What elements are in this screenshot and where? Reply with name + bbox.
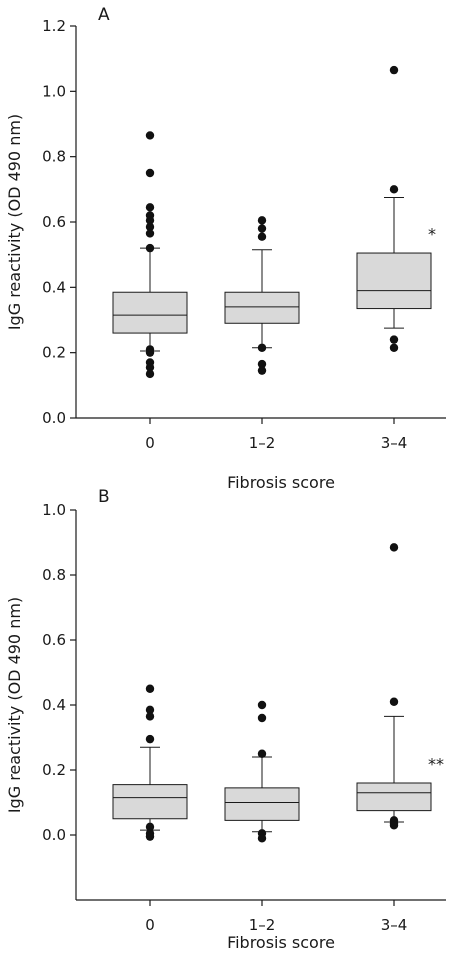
panel-a-y-tick-label: 0.0 [42,409,66,427]
outlier-point [145,243,155,253]
panel-a-y-tick-label: 0.4 [42,278,66,296]
outlier-point [145,684,155,693]
panel-b-box-1 [224,700,300,843]
panel-b-y-tick-label: 0.6 [42,631,66,649]
outlier-point [389,185,399,194]
panel-a-y-tick-label: 0.2 [42,344,66,362]
panel-a-x-tick-label: 3–4 [381,434,408,452]
panel-b-y-tick-label: 0.0 [42,826,66,844]
panel-b-y-axis-title: IgG reactivity (OD 490 nm) [5,597,24,813]
panel-b-x-tick-label: 3–4 [381,916,408,934]
panel-b-y-tick-label: 1.0 [42,501,66,519]
panel-b-box-2 [356,543,432,830]
panel-b-significance-marker: ** [428,755,444,774]
iqr-box [356,782,432,812]
panel-a-chart: 0.0 0.2 0.4 0.6 0.8 1.0 1.2 0 1–2 3–4 Fibrosis sco… [5,5,446,492]
outlier-point [257,713,267,723]
panel-a-box-0 [112,131,188,379]
outlier-point [145,705,155,715]
outlier-point [145,822,155,832]
outlier-point [257,224,267,233]
panel-a-y-tick-label: 0.6 [42,213,66,231]
outlier-point [145,369,155,379]
panel-b-y-tick-label: 0.8 [42,566,66,584]
outlier-point [389,821,399,830]
panel-a-letter: A [98,5,110,25]
outlier-point [257,216,267,225]
panel-b-chart: 0.0 0.2 0.4 0.6 0.8 1.0 0 1–2 3–4 Fibrosis score I… [5,487,446,952]
panel-b-x-axis-title: Fibrosis score [227,933,335,952]
outlier-point [145,131,155,140]
panel-a-x-axis-title: Fibrosis score [227,473,335,492]
panel-a-x-tick-label: 0 [145,434,155,452]
panel-a-y-tick-label: 1.2 [42,17,66,35]
outlier-point [257,366,267,375]
outlier-point [257,232,267,241]
panel-b-letter: B [98,487,110,507]
panel-b-y-tick-label: 0.2 [42,761,66,779]
outlier-point [145,734,155,744]
outlier-point [145,168,155,178]
outlier-point [145,216,155,225]
panel-b-y-tick-label: 0.4 [42,696,66,714]
panel-a-y-axis-title: IgG reactivity (OD 490 nm) [5,114,24,330]
iqr-box [356,252,432,310]
outlier-point [145,832,155,841]
panel-a-x-tick-label: 1–2 [249,434,276,452]
outlier-point [389,697,399,706]
panel-a-y-tick-label: 1.0 [42,82,66,100]
iqr-box [224,291,300,324]
panel-b-x-tick-label: 1–2 [249,916,276,934]
outlier-point [145,712,155,721]
iqr-box [112,784,188,820]
outlier-point [145,229,155,238]
outlier-point [389,335,399,344]
outlier-point [257,359,267,369]
panel-a-significance-marker: * [428,224,436,243]
outlier-point [257,343,267,352]
outlier-point [145,348,155,357]
iqr-box [224,787,300,821]
outlier-point [389,65,399,75]
panel-a-y-tick-label: 0.8 [42,148,66,166]
panel-a-box-2 [356,65,432,352]
panel-a-box-1 [224,216,300,375]
outlier-point [389,543,399,552]
outlier-point [145,363,155,372]
panel-b-box-0 [112,684,188,841]
iqr-box [112,291,188,334]
outlier-point [145,222,155,232]
outlier-point [257,749,267,758]
outlier-point [145,203,155,212]
outlier-point [389,343,399,352]
outlier-point [257,700,267,710]
outlier-point [257,834,267,843]
panel-b-x-tick-label: 0 [145,916,155,934]
